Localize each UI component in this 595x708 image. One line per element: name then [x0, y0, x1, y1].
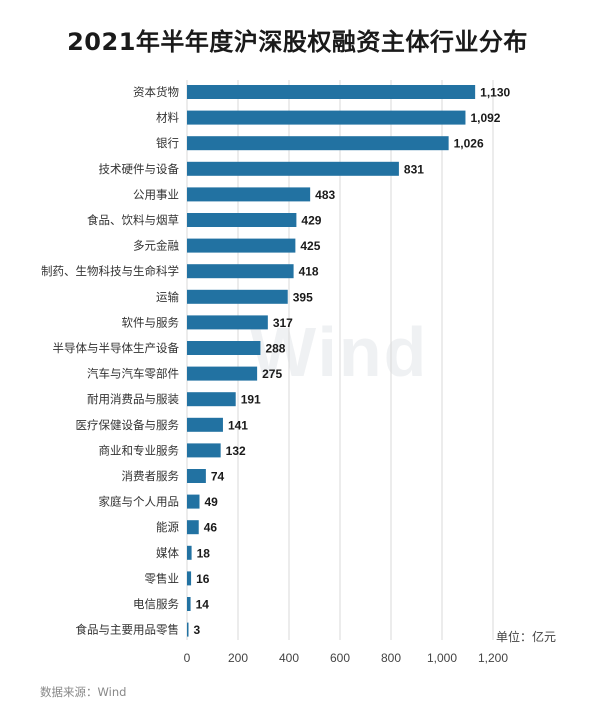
category-label: 软件与服务	[122, 315, 180, 329]
value-label: 46	[204, 521, 218, 535]
bar	[187, 443, 221, 458]
bar	[187, 161, 399, 176]
value-label: 288	[265, 342, 285, 356]
value-label: 429	[301, 214, 321, 228]
category-label: 家庭与个人用品	[99, 495, 180, 509]
category-label: 商业和专业服务	[99, 443, 180, 457]
bar	[187, 136, 449, 151]
value-label: 18	[197, 546, 211, 560]
category-label: 汽车与汽车零部件	[87, 367, 179, 381]
category-label: 媒体	[156, 546, 179, 560]
bar	[187, 392, 236, 407]
value-label: 49	[204, 495, 218, 509]
category-label: 公用事业	[133, 187, 179, 201]
category-label: 能源	[156, 520, 179, 534]
category-label: 多元金融	[133, 239, 179, 253]
x-tick-label: 400	[279, 651, 299, 665]
value-label: 14	[196, 598, 210, 612]
bar	[187, 289, 288, 304]
value-label: 74	[211, 470, 225, 484]
x-tick-label: 200	[228, 651, 248, 665]
bar	[187, 417, 223, 432]
value-label: 831	[404, 162, 424, 176]
unit-label: 单位：亿元	[496, 630, 557, 644]
category-label: 技术硬件与设备	[99, 162, 180, 176]
value-label: 418	[299, 265, 319, 279]
category-label: 零售业	[145, 571, 180, 585]
bar	[187, 213, 297, 227]
bar	[187, 110, 466, 125]
bar	[187, 341, 261, 355]
category-label: 半导体与半导体生产设备	[53, 341, 180, 355]
category-label: 资本货物	[133, 85, 179, 99]
value-label: 132	[226, 444, 246, 458]
value-label: 1,130	[480, 86, 510, 100]
bar	[187, 597, 191, 611]
bar	[187, 494, 200, 509]
value-label: 425	[300, 239, 320, 253]
value-label: 317	[273, 316, 293, 330]
x-tick-label: 800	[381, 651, 401, 665]
bar	[187, 238, 296, 253]
category-label: 耐用消费品与服装	[87, 392, 179, 406]
watermark-logo: Wind	[250, 313, 429, 391]
category-label: 食品、饮料与烟草	[87, 213, 179, 227]
chart-title: 2021年半年度沪深股权融资主体行业分布	[67, 28, 528, 56]
value-label: 16	[196, 572, 210, 586]
category-label: 医疗保健设备与服务	[76, 418, 180, 432]
category-label: 制药、生物科技与生命科学	[41, 264, 179, 278]
bar	[187, 366, 258, 381]
value-label: 3	[194, 623, 201, 637]
bar	[187, 315, 268, 330]
x-tick-label: 1,200	[478, 651, 508, 665]
bar	[187, 469, 206, 483]
bar	[187, 571, 192, 586]
category-label: 电信服务	[133, 597, 179, 611]
source-note: 数据来源：Wind	[40, 685, 127, 699]
value-label: 1,026	[454, 137, 484, 151]
bar	[187, 187, 311, 202]
category-label: 银行	[156, 136, 179, 150]
x-tick-label: 600	[330, 651, 350, 665]
x-tick-label: 1,000	[427, 651, 457, 665]
value-label: 1,092	[470, 111, 500, 125]
category-label: 运输	[156, 290, 179, 304]
bar	[187, 622, 189, 637]
value-label: 191	[241, 393, 261, 407]
bar	[187, 520, 199, 535]
category-label: 食品与主要用品零售	[76, 623, 180, 637]
value-label: 483	[315, 188, 335, 202]
value-label: 275	[262, 367, 282, 381]
bar	[187, 264, 294, 279]
bar	[187, 85, 476, 99]
category-label: 消费者服务	[122, 469, 180, 483]
value-label: 141	[228, 418, 248, 432]
value-label: 395	[293, 290, 313, 304]
x-tick-label: 0	[184, 651, 191, 665]
category-label: 材料	[156, 111, 179, 125]
bar	[187, 545, 192, 560]
